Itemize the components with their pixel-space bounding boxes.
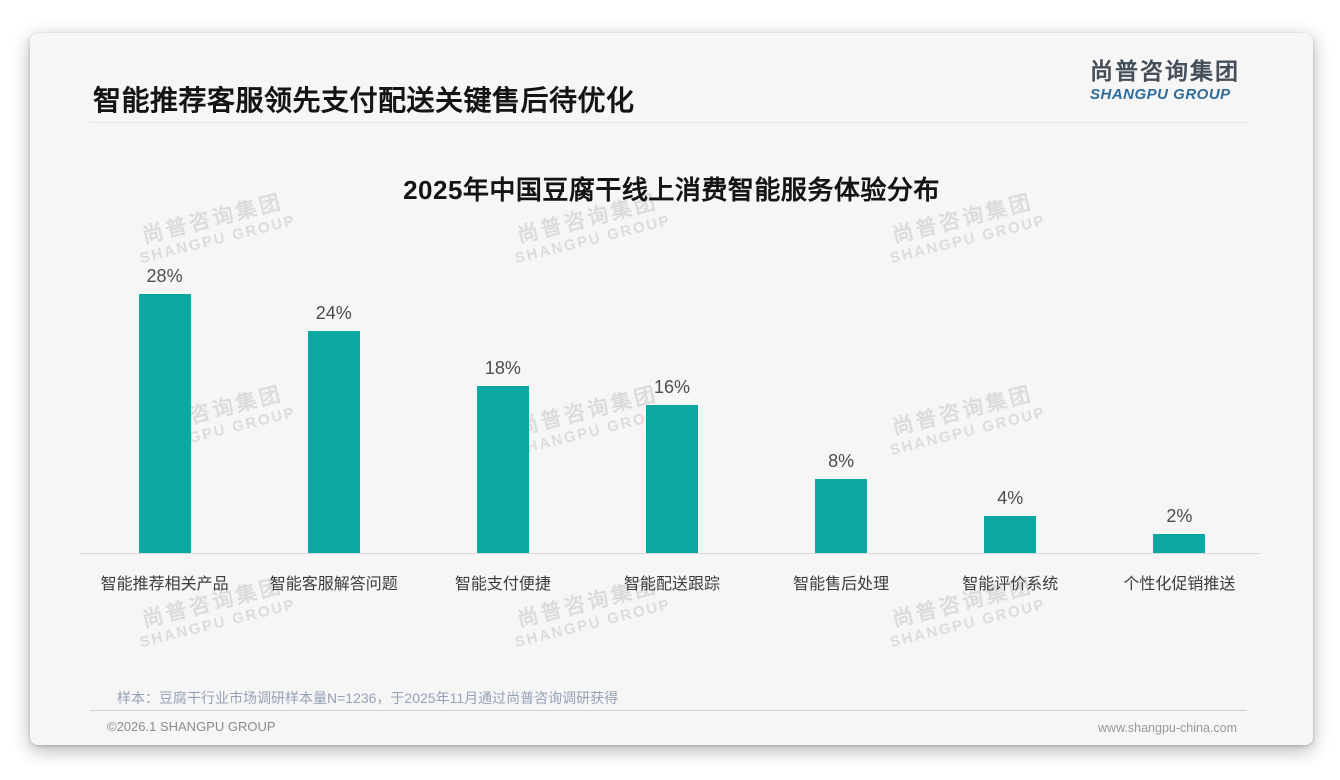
bar-group: 24% — [249, 303, 418, 553]
category-label: 智能配送跟踪 — [623, 576, 720, 593]
bar — [476, 386, 529, 553]
bar-group: 4% — [926, 488, 1095, 553]
category-label: 个性化促销推送 — [1123, 576, 1236, 593]
bar-group: 16% — [587, 377, 756, 553]
footer-divider — [90, 710, 1247, 711]
logo-english-name: SHANGPU GROUP — [1090, 86, 1231, 104]
logo-chinese-name: 尚普咨询集团 — [1090, 58, 1240, 84]
category-row: 智能推荐相关产品 智能客服解答问题 智能支付便捷 智能配送跟踪 智能售后处理 智能评价系统… — [80, 570, 1264, 594]
category-label: 智能售后处理 — [793, 576, 890, 593]
bar-value-label: 24% — [315, 303, 352, 323]
bar — [645, 405, 698, 553]
bar-value-label: 4% — [997, 488, 1024, 508]
bar — [815, 479, 868, 553]
x-axis-line — [80, 553, 1260, 554]
category-label: 智能支付便捷 — [454, 576, 551, 593]
slide-card: 尚普咨询集团 SHANGPU GROUP 尚普咨询集团 SHANGPU GROUP 尚普… — [30, 33, 1313, 745]
bar-group: 28% — [80, 266, 249, 553]
bar-value-label: 18% — [484, 358, 521, 378]
title-divider — [90, 122, 1250, 123]
category-label: 智能客服解答问题 — [269, 576, 398, 593]
bar-value-label: 2% — [1166, 506, 1193, 526]
bar — [1153, 534, 1206, 553]
page-title: 智能推荐客服领先支付配送关键售后待优化 — [93, 85, 635, 116]
bar — [307, 331, 360, 553]
bar-value-label: 8% — [828, 451, 855, 471]
bar — [984, 516, 1037, 553]
category-label: 智能评价系统 — [962, 576, 1059, 593]
bar-group: 2% — [1095, 506, 1264, 553]
chart-title: 2025年中国豆腐干线上消费智能服务体验分布 — [403, 175, 940, 205]
category-label: 智能推荐相关产品 — [100, 576, 229, 593]
footer-copyright: ©2026.1 SHANGPU GROUP — [107, 719, 276, 734]
bar-value-label: 16% — [653, 377, 690, 397]
bar-group: 18% — [418, 358, 587, 553]
footer-website: www.shangpu-china.com — [1098, 721, 1237, 735]
bar-group: 8% — [757, 451, 926, 553]
bar-value-label: 28% — [146, 266, 183, 286]
bars-row: 28% 24% 18% 16% 8% 4% 2% — [80, 266, 1264, 553]
company-logo: 尚普咨询集团 SHANGPU GROUP — [1090, 58, 1240, 104]
bar — [138, 294, 191, 553]
sample-footnote: 样本：豆腐干行业市场调研样本量N=1236，于2025年11月通过尚普咨询调研获… — [117, 690, 619, 706]
